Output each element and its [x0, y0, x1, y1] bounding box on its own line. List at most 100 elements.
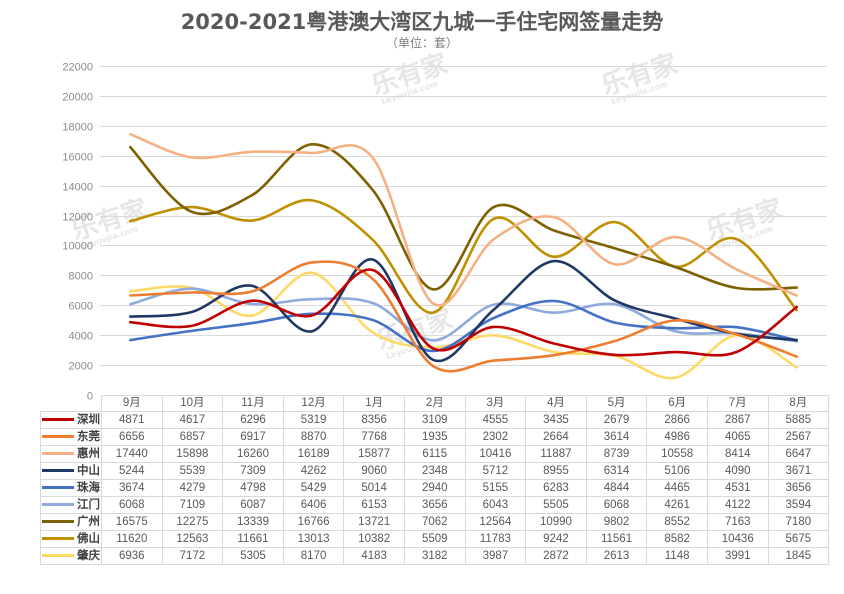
- data-label: 6936: [101, 547, 163, 565]
- table-body: 深圳 4871 4617 6296 5319 8356 3109 4555 3435 2679 28…: [40, 411, 830, 565]
- data-label: 1935: [403, 428, 466, 446]
- x-tick-label: 6月: [646, 395, 708, 412]
- data-label: 12564: [464, 513, 527, 531]
- y-tick-label: 16000: [62, 152, 93, 164]
- data-label: 10416: [464, 445, 527, 463]
- data-label: 7109: [161, 496, 224, 514]
- data-label: 6087: [222, 496, 284, 514]
- data-label: 3435: [525, 411, 587, 429]
- y-tick-label: 22000: [62, 62, 93, 74]
- x-tick-label: 9月: [101, 395, 163, 412]
- data-label: 4986: [646, 428, 708, 446]
- data-label: 8552: [646, 513, 708, 531]
- data-label: 11887: [525, 445, 587, 463]
- data-label: 4531: [706, 479, 769, 497]
- legend-swatch-icon: [42, 537, 74, 541]
- data-label: 13721: [343, 513, 405, 531]
- x-tick-label: 2月: [403, 395, 466, 412]
- y-tick-label: 20000: [62, 92, 93, 104]
- data-label: 5014: [343, 479, 405, 497]
- data-label: 3991: [706, 547, 769, 565]
- data-label: 2348: [403, 462, 466, 480]
- data-label: 5675: [767, 530, 830, 548]
- data-label: 3987: [464, 547, 527, 565]
- data-label: 9802: [585, 513, 648, 531]
- data-label: 11661: [222, 530, 284, 548]
- legend-entry: 珠海: [40, 479, 102, 497]
- series-line-7: [129, 198, 798, 314]
- data-label: 2866: [646, 411, 708, 429]
- data-label: 6406: [282, 496, 345, 514]
- y-tick-label: 8000: [69, 271, 93, 283]
- y-tick-label: 10000: [62, 241, 93, 253]
- legend-entry: 惠州: [40, 445, 102, 463]
- data-label: 16189: [282, 445, 345, 463]
- data-label: 7062: [403, 513, 466, 531]
- data-label: 8170: [282, 547, 345, 565]
- data-label: 6068: [585, 496, 648, 514]
- legend-label: 佛山: [77, 531, 100, 545]
- data-label: 3656: [767, 479, 830, 497]
- data-label: 2664: [525, 428, 587, 446]
- data-label: 6656: [101, 428, 163, 446]
- data-label: 8582: [646, 530, 708, 548]
- data-label: 10382: [343, 530, 405, 548]
- legend-label: 肇庆: [77, 548, 100, 562]
- data-label: 5244: [101, 462, 163, 480]
- data-label: 17440: [101, 445, 163, 463]
- y-tick-label: 2000: [69, 361, 93, 373]
- table-row: 珠海 3674 4279 4798 5429 5014 2940 5155 6283 4844 44…: [40, 479, 830, 497]
- legend-entry: 广州: [40, 513, 102, 531]
- data-label: 11783: [464, 530, 527, 548]
- data-label: 7172: [161, 547, 224, 565]
- data-label: 10436: [706, 530, 769, 548]
- x-tick-label: 12月: [282, 395, 345, 412]
- data-label: 3594: [767, 496, 830, 514]
- data-label: 4262: [282, 462, 345, 480]
- data-label: 16766: [282, 513, 345, 531]
- data-label: 5155: [464, 479, 527, 497]
- legend-entry: 深圳: [40, 411, 102, 429]
- chart-title: 2020-2021粤港澳大湾区九城一手住宅网签量走势: [180, 10, 664, 34]
- data-label: 12563: [161, 530, 224, 548]
- data-label: 5712: [464, 462, 527, 480]
- data-label: 5106: [646, 462, 708, 480]
- data-label: 4279: [161, 479, 224, 497]
- legend-label: 深圳: [77, 412, 100, 426]
- y-tick-label: 4000: [69, 331, 93, 343]
- data-label: 5505: [525, 496, 587, 514]
- table-corner: [40, 395, 102, 412]
- legend-label: 东莞: [77, 429, 100, 443]
- data-label: 11561: [585, 530, 648, 548]
- x-tick-label: 10月: [161, 395, 224, 412]
- data-label: 5305: [222, 547, 284, 565]
- data-label: 5539: [161, 462, 224, 480]
- legend-label: 中山: [77, 463, 100, 477]
- data-label: 6153: [343, 496, 405, 514]
- data-label: 4261: [646, 496, 708, 514]
- data-label: 2302: [464, 428, 527, 446]
- y-tick-label: 0: [87, 391, 93, 401]
- data-label: 12275: [161, 513, 224, 531]
- table-row: 肇庆 6936 7172 5305 8170 4183 3182 3987 2872 2613 11…: [40, 547, 830, 565]
- data-label: 3614: [585, 428, 648, 446]
- data-label: 7309: [222, 462, 284, 480]
- data-label: 2872: [525, 547, 587, 565]
- data-label: 2613: [585, 547, 648, 565]
- legend-swatch-icon: [42, 554, 74, 558]
- data-label: 2940: [403, 479, 466, 497]
- series-line-4: [129, 299, 798, 353]
- table-row: 深圳 4871 4617 6296 5319 8356 3109 4555 3435 2679 28…: [40, 411, 830, 429]
- data-label: 6115: [403, 445, 466, 463]
- data-label: 2567: [767, 428, 830, 446]
- data-label: 9060: [343, 462, 405, 480]
- data-label: 1148: [646, 547, 708, 565]
- y-tick-label: 18000: [62, 122, 93, 134]
- series-lines: [129, 132, 798, 380]
- table-row: 广州 16575 12275 13339 16766 13721 7062 12564 1099…: [40, 513, 830, 531]
- data-label: 7163: [706, 513, 769, 531]
- y-tick-label: 12000: [62, 212, 93, 224]
- data-label: 10558: [646, 445, 708, 463]
